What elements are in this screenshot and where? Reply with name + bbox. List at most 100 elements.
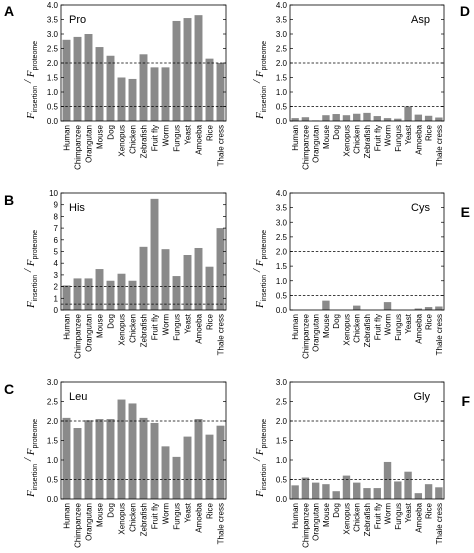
bar-xenopus	[342, 115, 351, 121]
bar-chimpanzee	[301, 117, 310, 121]
x-tick-label: Fungus	[394, 503, 403, 530]
y-tick-label: 1.5	[276, 437, 288, 446]
y-tick-label: 1.5	[47, 74, 59, 83]
x-tick-label: Mouse	[96, 124, 105, 149]
x-tick-label: Thale cress	[217, 125, 226, 166]
bar-yeast	[183, 255, 192, 310]
bar-yeast	[183, 18, 192, 121]
bar-fruit-fly	[150, 67, 159, 121]
x-tick-label: Dog	[332, 314, 341, 329]
bar-mouse	[95, 419, 104, 499]
y-axis-label: Finsertion / Fproteome	[22, 41, 39, 120]
panel-label: F	[461, 393, 470, 409]
x-tick-label: Yeast	[404, 124, 413, 145]
y-axis-label: Finsertion / Fproteome	[22, 419, 39, 498]
bar-rice	[205, 266, 214, 310]
y-tick-label: 3.0	[276, 30, 288, 39]
bar-chimpanzee	[73, 36, 82, 121]
bar-chimpanzee	[301, 477, 310, 499]
panel-title: Cys	[411, 202, 430, 214]
x-tick-label: Thale cress	[435, 125, 444, 166]
x-tick-label: Worm	[384, 125, 393, 147]
x-tick-label: Amoeba	[414, 313, 423, 343]
x-tick-label: Dog	[332, 125, 341, 140]
x-tick-label: Amoeba	[414, 124, 423, 154]
x-tick-label: Xenopus	[342, 125, 351, 157]
y-tick-label: 3.5	[276, 16, 288, 25]
y-tick-label: 0.0	[47, 117, 59, 126]
bar-xenopus	[117, 77, 126, 121]
y-tick-label: 1.0	[276, 456, 288, 465]
bar-zebrafish	[139, 54, 148, 121]
x-tick-label: Zebrafish	[140, 125, 149, 158]
x-tick-label: Xenopus	[118, 314, 127, 346]
x-tick-label: Human	[63, 314, 72, 340]
bar-chicken	[128, 78, 137, 121]
y-tick-label: 3.0	[47, 30, 59, 39]
y-tick-label: 0.5	[276, 103, 288, 112]
x-tick-label: Rice	[206, 502, 215, 519]
bar-chimpanzee	[73, 428, 82, 499]
panel-A: A 0.0 0.5 1.0 1.5 2.0 2.5 3.0 3.5 4.0 Human Chimpan…	[4, 1, 227, 170]
panel-C: C 0.0 0.5 1.0 1.5 2.0 2.5 3.0 Human Chimpanzee Ora…	[4, 378, 227, 548]
bar-xenopus	[117, 399, 126, 499]
x-tick-label: Xenopus	[342, 314, 351, 346]
panel-label: D	[460, 3, 470, 19]
y-tick-label: 4	[54, 259, 59, 268]
y-axis-label: Finsertion / Fproteome	[251, 230, 268, 309]
bar-yeast	[404, 471, 412, 499]
bar-rice	[424, 307, 433, 310]
x-tick-label: Zebrafish	[363, 314, 372, 347]
bar-thale-cress	[216, 228, 225, 310]
bar-orangutan	[84, 278, 93, 310]
bar-fungus	[172, 456, 181, 499]
y-tick-label: 7	[54, 224, 59, 233]
x-tick-label: Fruit fly	[373, 503, 382, 529]
x-tick-label: Dog	[332, 503, 341, 518]
x-tick-label: Fruit fly	[373, 314, 382, 340]
x-tick-label: Fungus	[394, 125, 403, 152]
bar-dog	[106, 419, 115, 499]
y-tick-label: 2.0	[276, 59, 288, 68]
x-tick-label: Thale cress	[217, 503, 226, 544]
y-tick-label: 1.5	[276, 262, 288, 271]
y-tick-label: 3.5	[276, 204, 288, 213]
bar-fungus	[172, 276, 181, 310]
y-tick-label: 2.5	[47, 398, 59, 407]
x-tick-label: Chimpanzee	[301, 313, 310, 358]
bar-amoeba	[414, 493, 423, 499]
x-tick-label: Zebrafish	[140, 314, 149, 347]
bar-mouse	[322, 115, 330, 121]
panel-title: Asp	[411, 14, 430, 26]
bar-thale-cress	[216, 425, 225, 499]
y-tick-label: 2.5	[276, 233, 288, 242]
x-tick-label: Thale cress	[435, 503, 444, 544]
y-tick-label: 3	[54, 271, 59, 280]
bar-rice	[424, 484, 433, 499]
bar-human	[291, 485, 299, 499]
bar-human	[62, 285, 71, 310]
y-tick-label: 2.5	[47, 45, 59, 54]
bar-worm	[383, 302, 392, 310]
x-tick-label: Amoeba	[414, 502, 423, 532]
x-tick-label: Zebrafish	[363, 503, 372, 536]
x-tick-label: Orangutan	[85, 503, 94, 541]
y-tick-label: 2.0	[276, 417, 288, 426]
x-tick-label: Yeast	[404, 502, 413, 523]
bar-mouse	[322, 300, 330, 310]
bar-zebrafish	[363, 112, 371, 121]
bar-chicken	[353, 482, 361, 499]
panel-title: Pro	[69, 14, 86, 26]
bar-xenopus	[342, 475, 351, 499]
x-tick-label: Zebrafish	[140, 503, 149, 536]
bar-yeast	[183, 436, 192, 499]
x-tick-label: Chimpanzee	[74, 124, 83, 169]
y-tick-label: 1.0	[276, 88, 288, 97]
x-tick-label: Chicken	[353, 314, 362, 343]
y-tick-label: 0	[54, 306, 59, 315]
x-tick-label: Orangutan	[312, 125, 321, 163]
bar-thale-cress	[435, 306, 443, 310]
y-axis-label: Finsertion / Fproteome	[22, 230, 39, 309]
bar-dog	[106, 280, 115, 310]
x-tick-label: Rice	[425, 313, 434, 330]
